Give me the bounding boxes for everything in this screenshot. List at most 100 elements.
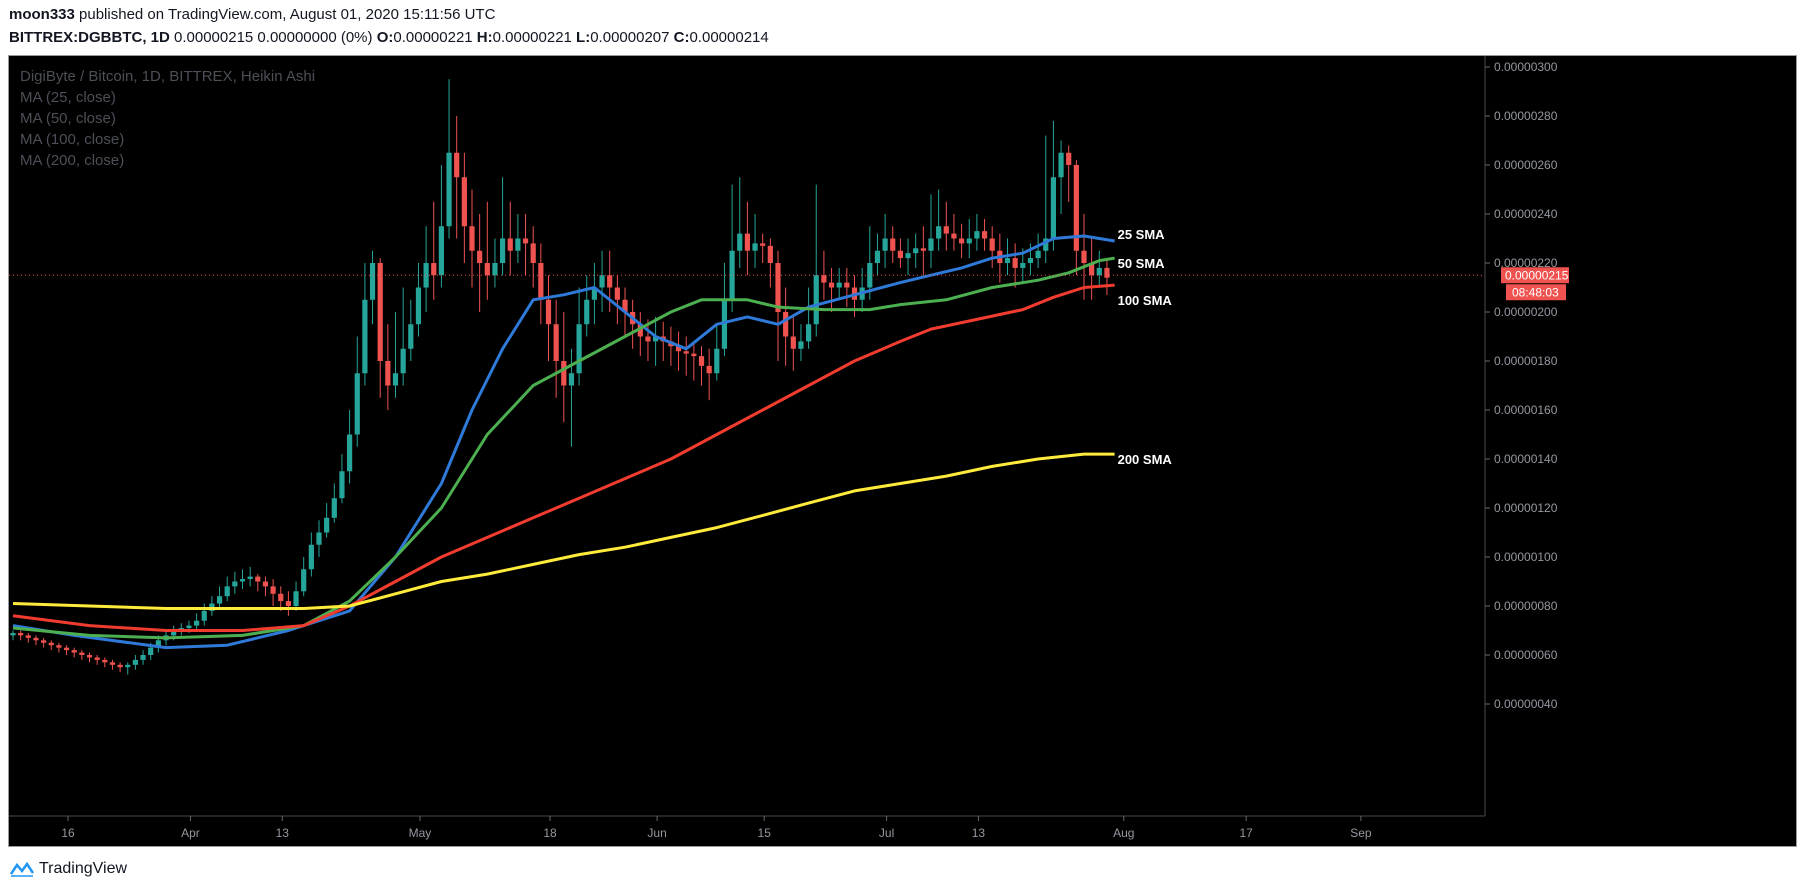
time-tick-label: 15 bbox=[758, 826, 772, 840]
candle-body bbox=[500, 238, 506, 263]
candle-body bbox=[316, 532, 322, 545]
price-tick-label: 0.00000040 bbox=[1494, 697, 1558, 711]
candle-body bbox=[431, 263, 437, 276]
candle-body bbox=[392, 373, 399, 386]
candle-body bbox=[698, 356, 705, 366]
legend-ma100[interactable]: MA (100, close) bbox=[20, 131, 125, 148]
candle-body bbox=[339, 471, 345, 499]
candle-body bbox=[48, 642, 54, 646]
price-tick-label: 0.00000180 bbox=[1494, 354, 1558, 368]
candle-body bbox=[874, 250, 881, 263]
candle-body bbox=[614, 287, 620, 300]
candle-body bbox=[186, 625, 192, 629]
candle-body bbox=[553, 324, 559, 361]
candle-body bbox=[783, 312, 789, 337]
candle-body bbox=[538, 263, 544, 300]
candle-body bbox=[477, 250, 483, 263]
candle-body bbox=[262, 581, 269, 587]
candle-body bbox=[354, 373, 360, 435]
legend-ma200[interactable]: MA (200, close) bbox=[20, 152, 125, 169]
open-value: 0.00000221 bbox=[393, 29, 473, 46]
time-tick-label: Jun bbox=[647, 826, 666, 840]
candle-body bbox=[415, 287, 422, 325]
candle-body bbox=[63, 647, 70, 651]
countdown-label: 08:48:03 bbox=[1512, 285, 1559, 299]
last-price-tag bbox=[1501, 267, 1569, 284]
candle-body bbox=[438, 226, 444, 276]
candle-body bbox=[607, 275, 613, 288]
candle-body bbox=[836, 282, 842, 288]
countdown-tag bbox=[1506, 284, 1566, 301]
legend-ma50[interactable]: MA (50, close) bbox=[20, 110, 116, 127]
price-tick-label: 0.00000220 bbox=[1494, 256, 1558, 270]
candle-body bbox=[1020, 263, 1026, 268]
candle-body bbox=[201, 610, 207, 621]
time-tick-label: 13 bbox=[972, 826, 986, 840]
candle-body bbox=[41, 640, 47, 643]
time-tick-label: 16 bbox=[61, 826, 75, 840]
candle-body bbox=[94, 657, 100, 660]
ma100-line bbox=[12, 283, 1115, 632]
tradingview-logo-icon bbox=[10, 861, 34, 877]
candle-body bbox=[33, 637, 39, 641]
candle-body bbox=[140, 655, 146, 660]
candle-body bbox=[1058, 152, 1064, 178]
low-label: L: bbox=[576, 29, 591, 46]
candle-body bbox=[545, 299, 552, 325]
candle-body bbox=[331, 498, 337, 518]
chart-pane[interactable]: 0.00000300 0.00000280 0.00000260 0.00000240… bbox=[8, 55, 1797, 847]
candle-body bbox=[1096, 267, 1102, 276]
price-tick-label: 0.00000060 bbox=[1494, 648, 1558, 662]
price-tick-label: 0.00000140 bbox=[1494, 452, 1558, 466]
candle-body bbox=[821, 275, 827, 283]
candle-body bbox=[255, 576, 261, 582]
candle-body bbox=[125, 664, 131, 668]
candle-body bbox=[936, 226, 942, 239]
candle-body bbox=[1066, 152, 1072, 165]
candle-body bbox=[622, 299, 628, 312]
ma25-line bbox=[12, 234, 1115, 650]
candle-body bbox=[1089, 263, 1095, 276]
candle-body bbox=[714, 348, 720, 374]
candle-body bbox=[362, 299, 368, 374]
candle-body bbox=[798, 341, 804, 349]
quote-text: 0.00000215 0.00000000 (0%) bbox=[174, 29, 373, 46]
candle-body bbox=[408, 324, 414, 349]
time-tick-label: Aug bbox=[1113, 826, 1134, 840]
low-value: 0.00000207 bbox=[590, 29, 670, 46]
candle-body bbox=[974, 231, 980, 239]
candle-body bbox=[775, 263, 781, 312]
candle-body bbox=[959, 238, 965, 244]
time-tick-label: Apr bbox=[181, 826, 200, 840]
candle-body bbox=[683, 351, 689, 354]
candle-body bbox=[109, 662, 116, 665]
candle-body bbox=[828, 282, 835, 288]
author-name[interactable]: moon333 bbox=[9, 6, 75, 23]
candle-body bbox=[324, 517, 330, 533]
legend-title[interactable]: DigiByte / Bitcoin, 1D, BITTREX, Heikin … bbox=[20, 68, 316, 85]
candle-body bbox=[943, 226, 949, 234]
publish-header: moon333 published on TradingView.com, Au… bbox=[9, 6, 495, 23]
candle-body bbox=[293, 591, 299, 606]
tradingview-footer[interactable]: TradingView bbox=[10, 860, 127, 878]
candle-body bbox=[194, 620, 200, 626]
price-tick-label: 0.00000080 bbox=[1494, 599, 1558, 613]
candle-body bbox=[1081, 250, 1087, 263]
symbol-label: BITTREX:DGBBTC, 1D bbox=[9, 29, 170, 46]
candle-body bbox=[79, 652, 85, 655]
legend-ma25[interactable]: MA (25, close) bbox=[20, 89, 116, 106]
chart-legend: DigiByte / Bitcoin, 1D, BITTREX, Heikin … bbox=[20, 66, 315, 171]
price-chart[interactable]: 0.00000300 0.00000280 0.00000260 0.00000240… bbox=[9, 56, 1796, 846]
candle-body bbox=[155, 640, 161, 648]
candle-body bbox=[721, 299, 728, 349]
time-tick-label: 13 bbox=[276, 826, 290, 840]
price-axis: 0.00000300 0.00000280 0.00000260 0.00000240… bbox=[1484, 56, 1558, 816]
candle-body bbox=[385, 361, 391, 386]
candle-body bbox=[507, 238, 513, 251]
candle-body bbox=[1073, 165, 1079, 251]
candle-body bbox=[1050, 177, 1056, 239]
candle-body bbox=[285, 601, 291, 606]
price-tick-label: 0.00000240 bbox=[1494, 207, 1558, 221]
candle-body bbox=[369, 263, 376, 300]
candle-body bbox=[18, 632, 24, 636]
